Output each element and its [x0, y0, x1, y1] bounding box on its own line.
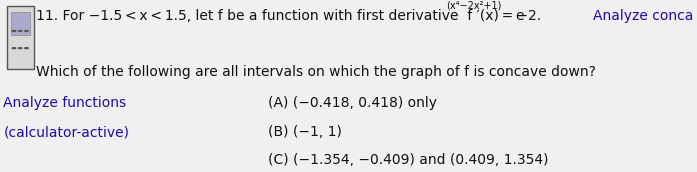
Circle shape — [12, 48, 15, 49]
Circle shape — [18, 30, 22, 31]
FancyBboxPatch shape — [7, 6, 34, 69]
Text: Analyze conca: Analyze conca — [593, 9, 694, 23]
Text: 11. For −1.5 < x < 1.5, let f be a function with first derivative  f ′(x) = e: 11. For −1.5 < x < 1.5, let f be a funct… — [36, 9, 525, 23]
Circle shape — [18, 48, 22, 49]
Text: (B) (−1, 1): (B) (−1, 1) — [268, 125, 342, 139]
Circle shape — [25, 48, 28, 49]
Text: −2.: −2. — [512, 9, 542, 23]
Text: Analyze functions: Analyze functions — [3, 96, 127, 110]
FancyBboxPatch shape — [11, 12, 30, 35]
Text: (calculator-active): (calculator-active) — [3, 126, 130, 139]
Text: (A) (−0.418, 0.418) only: (A) (−0.418, 0.418) only — [268, 96, 437, 110]
Circle shape — [25, 30, 28, 31]
Text: (C) (−1.354, −0.409) and (0.409, 1.354): (C) (−1.354, −0.409) and (0.409, 1.354) — [268, 153, 549, 167]
Circle shape — [12, 30, 15, 31]
Text: Which of the following are all intervals on which the graph of f is concave down: Which of the following are all intervals… — [36, 65, 596, 79]
Text: (x⁴−2x²+1): (x⁴−2x²+1) — [446, 1, 501, 11]
